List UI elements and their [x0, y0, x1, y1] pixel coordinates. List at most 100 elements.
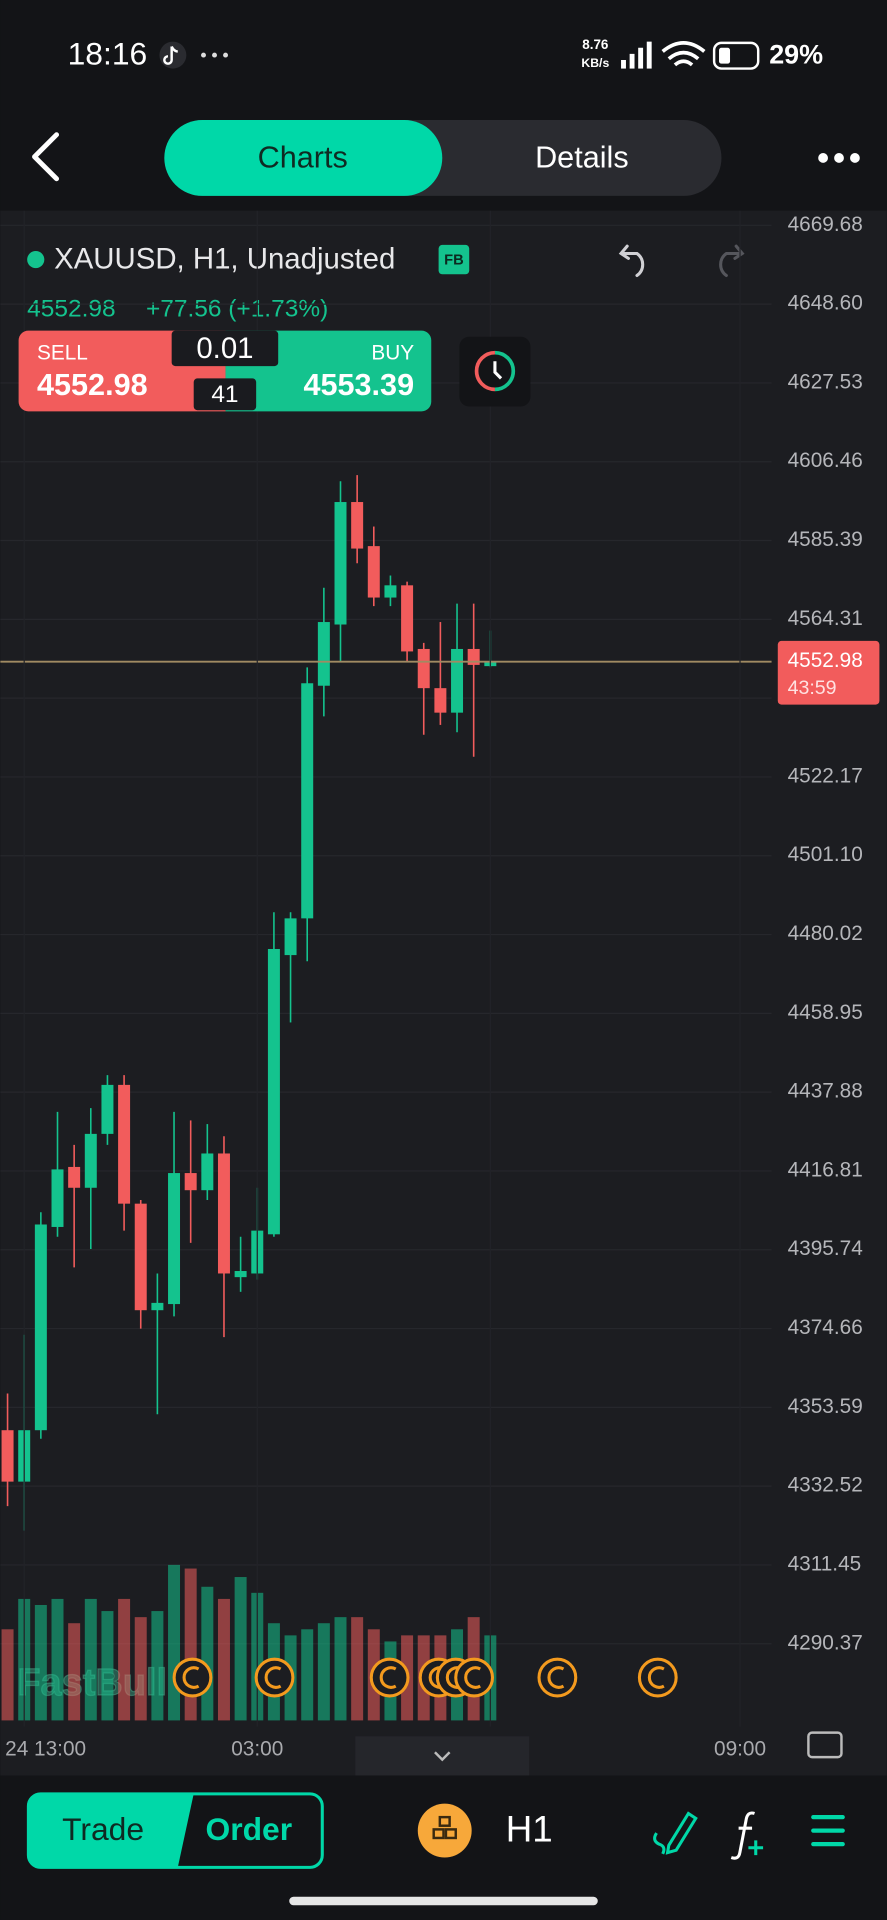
y-tick-label: 4480.02	[788, 922, 863, 945]
y-tick-label: 4395.74	[788, 1237, 863, 1260]
candle-body	[84, 1133, 97, 1188]
volume-bar	[1, 1629, 14, 1721]
event-marker	[369, 1657, 410, 1698]
y-tick-label: 4290.37	[788, 1631, 863, 1654]
candle-body	[284, 918, 297, 956]
candle-body	[467, 648, 480, 665]
y-tick-label: 4437.88	[788, 1080, 863, 1103]
candle-body	[401, 585, 414, 652]
wifi-icon	[661, 41, 706, 67]
event-marker-glyph	[547, 1666, 565, 1689]
y-tick-label: 4458.95	[788, 1001, 863, 1024]
volume-bar	[151, 1611, 164, 1721]
y-tick-label: 4627.53	[788, 370, 863, 393]
candle-body	[184, 1173, 197, 1191]
symbol-icon-glyph	[432, 1815, 457, 1840]
volume-bar	[84, 1598, 97, 1721]
undo-button[interactable]	[618, 244, 645, 278]
trade-button-bg[interactable]	[28, 1793, 194, 1868]
chevron[interactable]	[434, 1751, 451, 1762]
tab-details[interactable]: Details	[535, 140, 629, 174]
fullscreen-button[interactable]	[807, 1731, 843, 1759]
candle-body	[201, 1153, 214, 1191]
sell-label: SELL	[37, 341, 88, 364]
candle-body	[384, 585, 397, 598]
event-marker	[172, 1657, 213, 1698]
lot-size[interactable]: 0.01	[196, 332, 253, 365]
event-marker-glyph	[182, 1666, 200, 1689]
indicator-plus	[748, 1840, 764, 1856]
volume-bar	[118, 1598, 131, 1721]
event-marker-glyph	[464, 1666, 481, 1689]
battery-icon	[712, 41, 760, 70]
candle-body	[301, 683, 314, 919]
candle-body	[134, 1203, 147, 1311]
volume-bar	[234, 1577, 247, 1721]
candle-body	[217, 1153, 230, 1274]
volume-bar	[184, 1568, 197, 1721]
back-button[interactable]	[32, 132, 60, 182]
signal-icon	[621, 41, 652, 69]
volume-bar	[134, 1617, 147, 1721]
symbol-change: +77.56 (+1.73%)	[146, 295, 328, 322]
candle-body	[101, 1084, 114, 1134]
volume-bar	[68, 1623, 81, 1721]
event-marker	[254, 1657, 295, 1698]
spread: 41	[211, 381, 238, 408]
candle-body	[351, 502, 364, 549]
y-tick-label: 4332.52	[788, 1474, 863, 1497]
candle-body	[168, 1173, 181, 1305]
battery-level	[719, 47, 731, 64]
chart-plot: FastBull	[0, 210, 772, 1727]
event-markers[interactable]	[172, 1657, 678, 1698]
redo-button[interactable]	[719, 244, 745, 278]
chart-axes: 4669.68 4648.60 4627.53 4606.46 4585.39 4564.…	[5, 213, 880, 1760]
volume-bar	[301, 1629, 314, 1721]
clock-arc-red	[474, 350, 496, 392]
y-tick-label: 4311.45	[788, 1552, 862, 1575]
candle-body	[68, 1166, 81, 1188]
indicator-button[interactable]	[730, 1811, 756, 1860]
candle-body	[34, 1224, 47, 1431]
candle-body	[267, 948, 280, 1235]
x-tick-label: 03:00	[231, 1737, 283, 1760]
volume-bar	[217, 1598, 230, 1721]
order-button[interactable]: Order	[205, 1811, 292, 1847]
y-tick-label: 4353.59	[788, 1395, 863, 1418]
event-marker	[537, 1657, 578, 1698]
symbol-price: 4552.98	[27, 295, 115, 322]
y-tick-label: 4585.39	[788, 528, 863, 551]
countdown: 43:59	[788, 677, 837, 699]
symbol-title: XAUUSD, H1, Unadjusted	[54, 243, 395, 276]
y-tick-label: 4669.68	[788, 213, 863, 236]
more-button[interactable]	[818, 153, 860, 163]
event-marker-glyph	[647, 1666, 665, 1689]
event-marker-glyph	[379, 1666, 397, 1689]
x-tick-label: 24 13:00	[5, 1737, 86, 1760]
home-indicator	[289, 1896, 598, 1906]
battery-percent: 29%	[769, 39, 823, 69]
more-notifications	[201, 52, 228, 58]
status-dot	[27, 251, 45, 269]
tab-charts[interactable]: Charts	[258, 140, 348, 174]
candle-body	[334, 502, 347, 625]
lot-box[interactable]	[171, 330, 279, 367]
crosshair-time-box	[355, 1736, 530, 1776]
y-tick-label: 4522.17	[788, 764, 863, 787]
trade-button[interactable]: Trade	[62, 1811, 144, 1847]
clock-arc-green	[494, 350, 516, 392]
menu-button[interactable]	[811, 1815, 845, 1847]
tab-active[interactable]	[164, 120, 443, 196]
y-tick-label: 4374.66	[788, 1316, 863, 1339]
x-tick-label: 09:00	[714, 1737, 766, 1760]
app-icon-glyph	[163, 45, 178, 65]
timeframe-button[interactable]: H1	[506, 1809, 553, 1850]
candle-body	[1, 1430, 14, 1482]
volume-bar	[317, 1623, 330, 1721]
last-price-label: 4552.98	[788, 649, 863, 672]
clock-hands	[493, 361, 503, 380]
draw-tool-button[interactable]	[653, 1811, 698, 1855]
badge	[438, 244, 470, 275]
